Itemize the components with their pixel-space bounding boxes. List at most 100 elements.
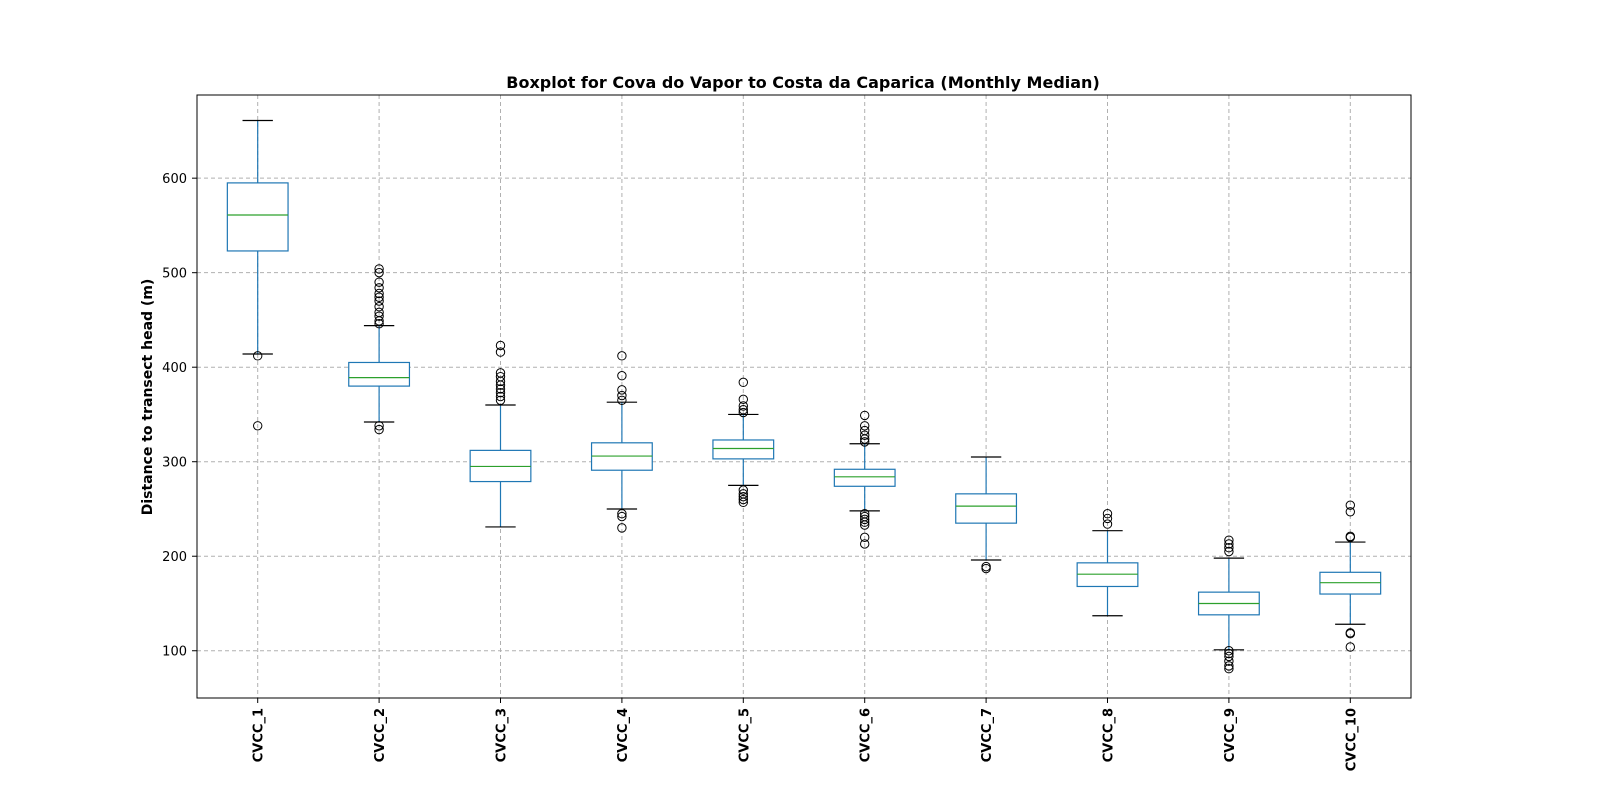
outlier-point	[253, 421, 263, 431]
outlier-point	[1224, 651, 1234, 662]
box-CVCC_2	[348, 264, 411, 435]
outlier-point	[374, 319, 384, 329]
x-tick-label: CVCC_1	[252, 708, 267, 762]
x-tick-label: CVCC_4	[616, 708, 631, 762]
outlier-point	[860, 437, 870, 447]
outlier-point	[860, 514, 870, 525]
outlier-point	[374, 292, 384, 302]
outlier-point	[738, 377, 748, 388]
outlier-point	[495, 347, 506, 357]
box-CVCC_5	[712, 377, 775, 508]
outlier-point	[1102, 513, 1113, 524]
outlier-point	[738, 401, 748, 411]
outlier-point	[495, 391, 506, 402]
y-tick-label: 100	[162, 645, 187, 660]
y-tick-label: 600	[162, 172, 187, 187]
x-axis: CVCC_1 CVCC_2 CVCC_3 CVCC_4 CVCC_5 CVCC_6 CVCC…	[252, 698, 1359, 771]
outlier-point	[1224, 543, 1234, 553]
box-CVCC_3	[469, 340, 532, 528]
outlier-point	[374, 283, 384, 293]
outlier-point	[1102, 508, 1113, 519]
outlier-point	[1345, 532, 1356, 543]
outlier-point	[981, 563, 991, 574]
box-body	[955, 493, 1018, 524]
outlier-point	[738, 494, 748, 505]
outlier-point	[1224, 656, 1234, 666]
outlier-point	[495, 380, 506, 390]
outlier-point	[374, 264, 384, 274]
y-tick-label: 500	[162, 267, 187, 282]
box-CVCC_10	[1319, 500, 1382, 652]
outlier-point	[860, 421, 870, 431]
box-body	[226, 182, 289, 252]
chart-title: Boxplot for Cova do Vapor to Costa da Ca…	[506, 73, 1100, 92]
outlier-point	[1224, 535, 1234, 545]
outlier-point	[738, 491, 748, 502]
outlier-point	[738, 485, 748, 495]
box-body	[348, 361, 411, 387]
x-tick-label: CVCC_6	[859, 708, 874, 762]
outlier-point	[617, 385, 627, 395]
y-axis: 100 200 300 400 500 600	[162, 172, 197, 660]
outlier-point	[617, 508, 627, 519]
outlier-point	[738, 497, 748, 508]
outlier-point	[495, 376, 506, 387]
x-tick-label: CVCC_7	[980, 708, 995, 762]
outlier-point	[374, 288, 384, 299]
box-body	[712, 439, 775, 460]
outlier-point	[738, 405, 748, 415]
x-tick-label: CVCC_10	[1344, 708, 1359, 771]
outlier-point	[617, 371, 627, 381]
x-tick-label: CVCC_2	[373, 708, 388, 762]
outlier-point	[495, 340, 506, 351]
y-tick-label: 400	[162, 361, 187, 376]
x-tick-label: CVCC_8	[1102, 708, 1117, 762]
outlier-point	[1345, 507, 1356, 517]
outlier-point	[495, 388, 506, 398]
y-axis-label: Distance to transect head (m)	[140, 279, 156, 516]
box-body	[833, 468, 896, 487]
outlier-point	[374, 277, 384, 287]
outlier-point	[374, 311, 384, 321]
outlier-point	[495, 384, 506, 394]
outlier-point	[860, 434, 870, 444]
plot-area	[226, 119, 1382, 674]
outlier-point	[738, 394, 748, 405]
outlier-point	[617, 351, 627, 361]
outlier-point	[495, 395, 506, 405]
outlier-point	[374, 424, 384, 435]
box-CVCC_6	[833, 410, 896, 549]
outlier-point	[1102, 519, 1113, 529]
y-tick-label: 300	[162, 456, 187, 471]
box-CVCC_7	[955, 456, 1018, 574]
box-CVCC_8	[1076, 508, 1139, 617]
y-tick-label: 200	[162, 550, 187, 565]
outlier-point	[1224, 539, 1234, 549]
outlier-point	[253, 351, 263, 361]
outlier-point	[617, 523, 627, 533]
x-tick-label: CVCC_9	[1223, 708, 1238, 762]
outlier-point	[860, 517, 870, 527]
box-CVCC_4	[590, 351, 653, 533]
outlier-point	[1224, 546, 1234, 557]
outlier-point	[1345, 500, 1356, 510]
plot-frame	[196, 94, 1412, 699]
outlier-point	[860, 430, 870, 440]
outlier-point	[1345, 629, 1356, 639]
outlier-point	[374, 296, 384, 306]
outlier-point	[1224, 648, 1234, 659]
outlier-point	[860, 520, 870, 530]
x-tick-label: CVCC_3	[495, 708, 510, 762]
box-CVCC_9	[1197, 535, 1260, 674]
outlier-point	[617, 390, 627, 401]
outlier-point	[860, 539, 870, 549]
outlier-point	[1224, 661, 1234, 671]
outlier-point	[617, 395, 627, 405]
outlier-point	[1224, 664, 1234, 674]
outlier-point	[374, 316, 384, 326]
outlier-point	[1345, 642, 1356, 652]
outlier-point	[860, 532, 870, 543]
outlier-point	[374, 302, 384, 312]
outlier-point	[1224, 646, 1234, 656]
